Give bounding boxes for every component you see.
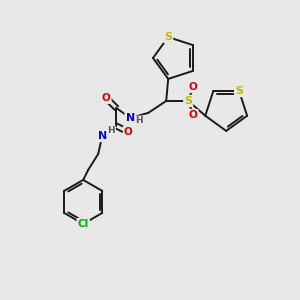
Text: Cl: Cl — [78, 219, 89, 229]
Text: H: H — [107, 126, 115, 135]
Text: O: O — [189, 82, 198, 92]
Text: S: S — [235, 86, 243, 96]
Text: H: H — [135, 116, 143, 125]
Text: N: N — [98, 131, 107, 141]
Text: O: O — [189, 110, 198, 120]
Text: S: S — [164, 32, 172, 42]
Text: O: O — [102, 93, 111, 103]
Text: S: S — [184, 96, 192, 106]
Text: N: N — [126, 113, 135, 123]
Text: O: O — [124, 127, 133, 137]
